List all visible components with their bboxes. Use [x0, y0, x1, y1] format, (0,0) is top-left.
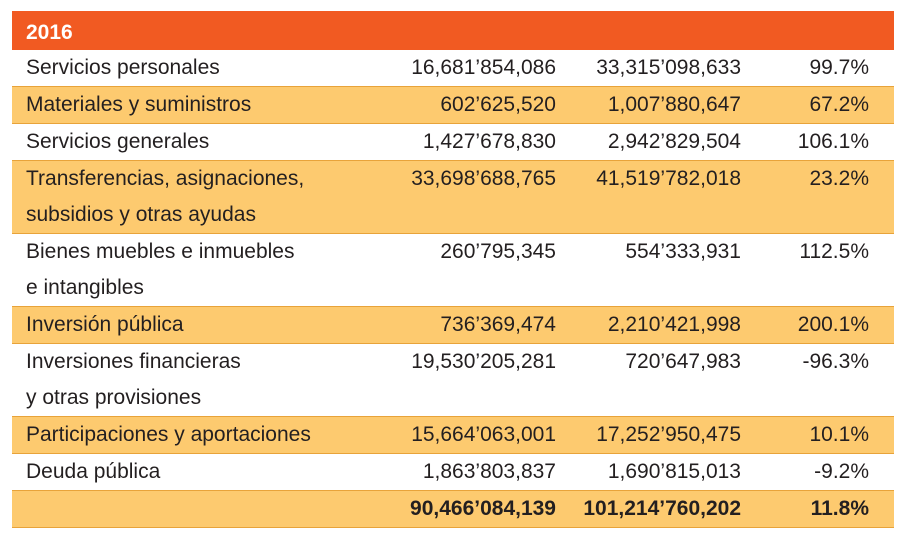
value-2015: 1,427’678,830 — [422, 130, 556, 153]
value-2016: 720’647,983 — [625, 350, 741, 373]
row-label: Deuda pública — [12, 454, 386, 490]
value-2016: 17,252’950,475 — [596, 423, 741, 446]
percent-change: 200.1% — [797, 313, 869, 336]
table-header: 2016 — [12, 11, 894, 50]
row-label-line: y otras provisiones — [26, 386, 202, 409]
value-2016: 1,690’815,013 — [607, 460, 741, 483]
table-row: Participaciones y aportaciones 15,664’063… — [12, 416, 894, 453]
table-row: Servicios generales 1,427’678,830 2,942’82… — [12, 123, 894, 160]
percent-change: -96.3% — [802, 350, 869, 373]
row-label: Inversiones financieras y otras provision… — [12, 344, 386, 416]
total-label — [12, 491, 386, 527]
total-percent-change: 11.8% — [810, 497, 869, 520]
header-year: 2016 — [26, 20, 73, 44]
total-value-2015: 90,466’084,139 — [410, 497, 556, 520]
value-2015: 260’795,345 — [440, 240, 556, 263]
table-row: Materiales y suministros 602’625,520 1,007… — [12, 86, 894, 123]
total-row: 90,466’084,139 101,214’760,202 11.8% — [12, 490, 894, 527]
percent-change: 10.1% — [809, 423, 869, 446]
row-label: Participaciones y aportaciones — [12, 417, 386, 453]
row-label-line: Transferencias, asignaciones, — [26, 167, 305, 190]
budget-table: 2016 Servicios personales 16,681’854,086 3… — [12, 11, 894, 528]
table-row: Inversiones financieras y otras provision… — [12, 343, 894, 416]
value-2015: 15,664’063,001 — [411, 423, 556, 446]
row-label: Materiales y suministros — [12, 87, 386, 123]
table-row: Inversión pública 736’369,474 2,210’421,99… — [12, 306, 894, 343]
value-2015: 602’625,520 — [440, 93, 556, 116]
table-body: Servicios personales 16,681’854,086 33,315… — [12, 50, 894, 528]
value-2015: 16,681’854,086 — [411, 56, 556, 79]
table-row: Transferencias, asignaciones, subsidios y… — [12, 160, 894, 233]
value-2015: 19,530’205,281 — [411, 350, 556, 373]
table-row: Servicios personales 16,681’854,086 33,315… — [12, 50, 894, 86]
row-label: Bienes muebles e inmuebles e intangibles — [12, 234, 386, 306]
percent-change: 67.2% — [809, 93, 869, 116]
value-2016: 33,315’098,633 — [596, 56, 741, 79]
percent-change: -9.2% — [814, 460, 869, 483]
value-2016: 554’333,931 — [625, 240, 741, 263]
percent-change: 106.1% — [797, 130, 869, 153]
row-label-line: Inversiones financieras — [26, 350, 241, 373]
row-label: Servicios generales — [12, 124, 386, 160]
row-label-line: Participaciones y aportaciones — [26, 423, 311, 446]
percent-change: 99.7% — [809, 56, 869, 79]
row-label-line: e intangibles — [26, 276, 144, 299]
row-label-line: Servicios generales — [26, 130, 210, 153]
value-2016: 1,007’880,647 — [607, 93, 741, 116]
total-value-2016: 101,214’760,202 — [583, 497, 741, 520]
value-2016: 41,519’782,018 — [596, 167, 741, 190]
value-2015: 736’369,474 — [440, 313, 556, 336]
value-2016: 2,210’421,998 — [607, 313, 741, 336]
percent-change: 23.2% — [809, 167, 869, 190]
row-label-line: Servicios personales — [26, 56, 220, 79]
table-row: Deuda pública 1,863’803,837 1,690’815,013 -… — [12, 453, 894, 490]
row-label-line: Deuda pública — [26, 460, 161, 483]
row-label: Transferencias, asignaciones, subsidios y… — [12, 161, 386, 233]
value-2016: 2,942’829,504 — [607, 130, 741, 153]
table-row: Bienes muebles e inmuebles e intangibles 2… — [12, 233, 894, 306]
value-2015: 33,698’688,765 — [411, 167, 556, 190]
row-label: Servicios personales — [12, 50, 386, 86]
row-label-line: Inversión pública — [26, 313, 184, 336]
percent-change: 112.5% — [799, 240, 869, 263]
row-label-line: Materiales y suministros — [26, 93, 252, 116]
row-label: Inversión pública — [12, 307, 386, 343]
row-label-line: Bienes muebles e inmuebles — [26, 240, 295, 263]
row-label-line: subsidios y otras ayudas — [26, 203, 256, 226]
value-2015: 1,863’803,837 — [422, 460, 556, 483]
